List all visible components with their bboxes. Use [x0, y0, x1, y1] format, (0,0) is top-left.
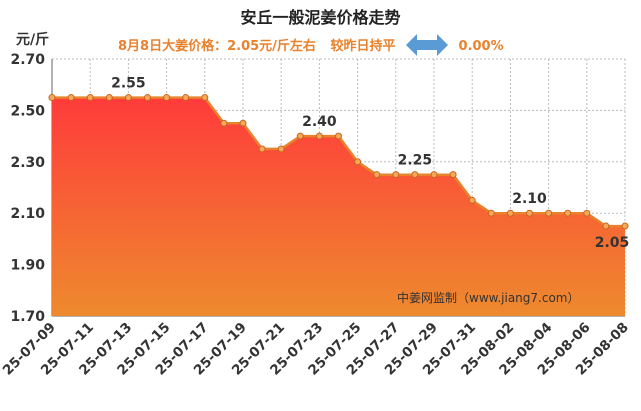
data-point [335, 132, 342, 140]
double-arrow-icon [406, 33, 448, 56]
data-point [411, 171, 419, 179]
data-label: 2.40 [302, 114, 337, 130]
data-point [105, 94, 113, 102]
y-tick-label: 2.10 [10, 206, 45, 222]
data-point [506, 209, 514, 217]
data-point [392, 171, 400, 179]
data-point [621, 222, 629, 230]
data-point [239, 119, 247, 127]
data-point [67, 94, 75, 102]
data-point [354, 158, 362, 166]
y-tick-label: 1.70 [10, 309, 45, 325]
data-point [86, 94, 94, 102]
data-point [296, 132, 304, 140]
data-point [430, 171, 438, 179]
data-point [583, 209, 591, 217]
y-tick-label: 2.30 [10, 155, 45, 171]
data-label: 2.25 [398, 153, 433, 169]
data-point [545, 209, 553, 217]
price-summary: 8月8日大姜价格：2.05元/斤左右 [118, 39, 316, 54]
data-point [564, 209, 572, 217]
data-point [373, 171, 381, 179]
data-point [468, 196, 476, 204]
data-point [258, 145, 266, 153]
y-tick-label: 2.70 [10, 52, 45, 68]
data-point [602, 222, 610, 230]
data-point [526, 209, 533, 217]
change-status: 较昨日持平 [330, 39, 396, 54]
data-point [48, 94, 56, 102]
data-point [182, 94, 190, 102]
data-point [220, 119, 228, 127]
data-point [201, 94, 209, 102]
data-point [163, 94, 171, 102]
change-percent: 0.00% [458, 39, 504, 54]
chart-subtitle: 8月8日大姜价格：2.05元/斤左右 较昨日持平 0.00% [118, 33, 504, 56]
y-axis-label: 元/斤 [16, 31, 49, 48]
watermark: 中姜网监制（www.jiang7.com） [397, 290, 579, 305]
data-point [449, 171, 457, 179]
y-tick-label: 2.50 [10, 103, 45, 119]
data-label: 2.10 [512, 191, 547, 207]
data-point [124, 94, 132, 102]
price-area [52, 97, 625, 316]
data-point [144, 94, 151, 102]
data-label: 2.55 [111, 76, 146, 92]
data-label: 2.05 [595, 235, 630, 251]
data-point [487, 209, 495, 217]
data-point [277, 145, 285, 153]
chart-title: 安丘一般泥姜价格走势 [240, 8, 401, 27]
y-tick-label: 1.90 [10, 258, 45, 274]
data-point [315, 132, 323, 140]
